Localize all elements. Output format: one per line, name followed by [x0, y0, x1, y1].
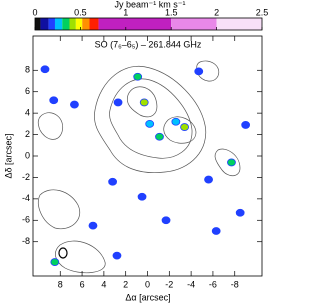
colorbar-tick-label: 0.5: [74, 7, 87, 17]
emission-peak: [241, 121, 251, 129]
colorbar-segment: [216, 18, 262, 30]
y-tick-label: 0: [25, 150, 30, 160]
x-tick-label: 4: [101, 279, 106, 289]
colorbar-frame: [34, 17, 263, 31]
emission-peak: [180, 123, 189, 131]
emission-peak: [113, 98, 123, 107]
colorbar-segment: [48, 18, 55, 30]
emission-peak: [235, 208, 245, 217]
contour: [126, 86, 158, 118]
emission-peak: [211, 227, 221, 235]
y-tick-label: -2: [22, 172, 30, 182]
emission-peak: [49, 96, 59, 105]
y-tick-label: 4: [25, 108, 30, 118]
chart: Jy beam⁻¹ km s⁻¹ SO (7₆–6₅) – 261.844 GH…: [3, 0, 269, 302]
x-tick-label: 8: [58, 279, 63, 289]
colorbar-segment: [82, 18, 90, 30]
colorbar-tick-label: 0: [32, 7, 37, 17]
colorbar-segment: [40, 18, 49, 30]
contour: [37, 112, 64, 140]
emission-peak: [161, 216, 171, 225]
emission-peak: [50, 258, 60, 266]
emission-peak: [108, 177, 118, 186]
y-tick-label: -8: [22, 236, 30, 246]
colorbar-tick-label: 2.5: [256, 7, 269, 17]
colorbar-tick-label: 2: [214, 7, 219, 17]
x-tick-label: -8: [231, 279, 239, 289]
contour: [109, 78, 193, 159]
y-tick-label: 8: [25, 65, 30, 75]
colorbar-label: Jy beam⁻¹ km s⁻¹: [114, 0, 185, 9]
x-tick-label: -4: [187, 279, 195, 289]
chart-title: SO (7₆–6₅) – 261.844 GHz: [95, 39, 202, 49]
x-tick-label: 2: [123, 279, 128, 289]
contour: [163, 116, 197, 144]
y-axis-label: Δδ [arcsec]: [3, 133, 13, 178]
emission-peak: [137, 192, 147, 201]
emission-peak: [171, 117, 181, 126]
emission-peak: [40, 65, 50, 74]
y-tick-label: 2: [25, 129, 30, 139]
colorbar-segment: [98, 18, 172, 30]
emission-peak: [133, 72, 143, 81]
x-tick-label: -6: [209, 279, 217, 289]
emission-peak: [227, 158, 236, 167]
colorbar-segment: [54, 18, 63, 30]
colorbar-segment: [69, 18, 76, 30]
beam: [58, 247, 68, 259]
colorbar-segment: [89, 18, 99, 30]
emission-peak: [145, 119, 155, 128]
emission-peak: [139, 98, 149, 107]
colorbar-segment: [35, 18, 41, 30]
contour: [214, 148, 241, 177]
colorbar-tick-label: 1.5: [165, 7, 178, 17]
emission-peak: [88, 221, 98, 230]
colorbar-tick-label: 1: [123, 7, 128, 17]
x-axis-label: Δα [arcsec]: [125, 292, 170, 302]
emission-peak: [70, 100, 79, 109]
contours: [37, 60, 241, 274]
x-tick-label: -2: [165, 279, 173, 289]
colorbar-segment: [171, 18, 217, 30]
contour: [38, 189, 80, 230]
y-tick-label: 6: [25, 86, 30, 96]
emission-peak: [112, 251, 122, 260]
x-tick-label: 6: [80, 279, 85, 289]
colorbar-segment: [62, 18, 70, 30]
contour: [55, 240, 106, 274]
contour: [196, 60, 220, 82]
emission-peak: [204, 175, 213, 184]
y-tick-label: -4: [22, 193, 30, 203]
emission-peak: [194, 67, 204, 76]
emission-peak: [155, 132, 164, 141]
colorbar-segment: [75, 18, 83, 30]
x-tick-label: 0: [145, 279, 150, 289]
y-tick-label: -6: [22, 215, 30, 225]
contour: [94, 66, 207, 173]
